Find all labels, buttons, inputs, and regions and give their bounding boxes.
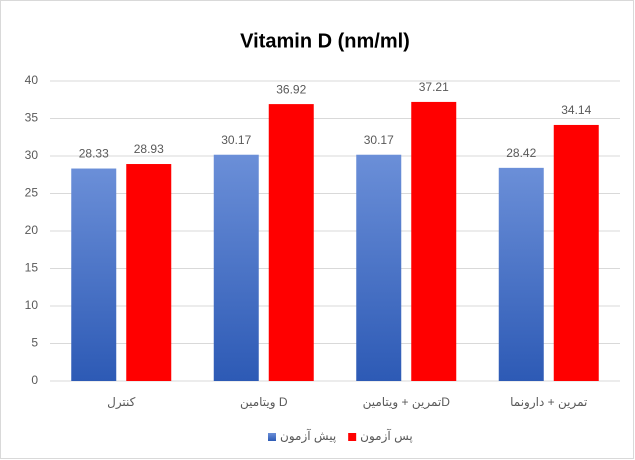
x-tick-label: کنترل [107,395,136,410]
data-label: 30.17 [364,133,394,147]
data-label: 36.92 [276,82,306,96]
data-label: 37.21 [419,80,449,94]
bar [71,168,117,381]
bar [213,154,259,381]
chart-title: Vitamin D (nm/ml) [240,30,410,52]
data-label: 30.17 [221,133,251,147]
y-tick-label: 15 [25,261,39,275]
bar [553,124,599,381]
y-tick-label: 0 [31,373,38,387]
legend-label: پس آزمون [360,428,413,444]
y-tick-label: 35 [25,111,39,125]
bar [268,104,314,381]
bar [356,154,402,381]
legend-swatch [348,433,357,441]
bar [126,164,172,381]
y-tick-label: 30 [25,148,39,162]
x-tick-label: تمرین + دارونما [510,395,587,410]
bar [411,101,457,382]
data-label: 28.42 [506,146,536,160]
x-tick-label: تمرین + ویتامینD [363,395,451,410]
x-tick-label: ویتامین D [240,395,288,410]
y-tick-label: 25 [25,186,39,200]
data-label: 34.14 [561,103,591,117]
y-tick-label: 5 [31,336,38,350]
y-tick-label: 10 [25,298,39,312]
data-label: 28.93 [134,142,164,156]
legend-label: پیش آزمون [280,428,336,444]
y-tick-label: 40 [25,73,39,87]
legend-swatch [268,433,276,441]
data-label: 28.33 [79,147,109,161]
bar [498,167,544,381]
y-tick-label: 20 [25,223,39,237]
